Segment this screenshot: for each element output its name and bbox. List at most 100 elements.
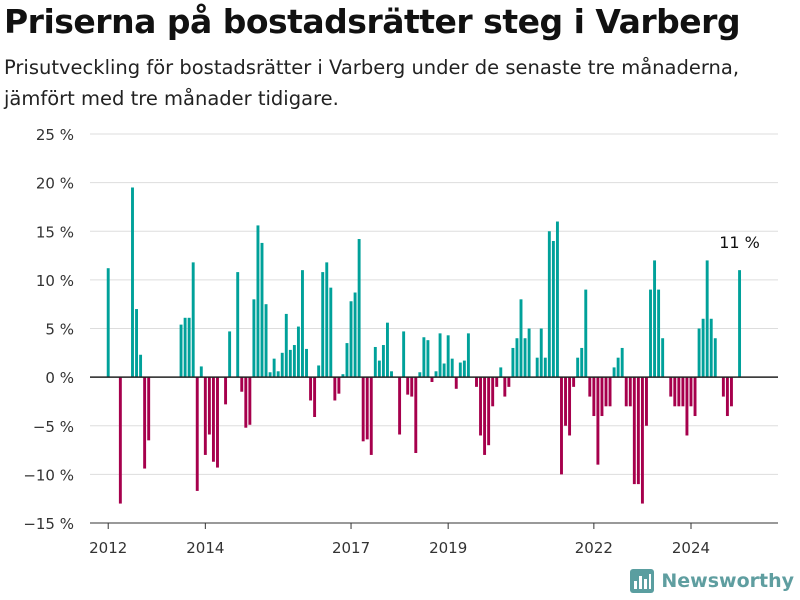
bar [390, 371, 393, 378]
y-axis-tick-labels: 25 % 20 % 15 % 10 % 5 % 0 % −5 % −10 % −15 % [23, 126, 74, 533]
bar [705, 260, 709, 378]
y-tick-label: 10 % [36, 272, 74, 290]
bar [701, 318, 705, 378]
bar [191, 262, 195, 378]
value-annotation: 11 % [719, 233, 760, 252]
bars [106, 187, 742, 504]
bar [268, 372, 272, 378]
bar [628, 377, 632, 407]
bar [495, 377, 499, 387]
bar [519, 299, 523, 378]
bar [649, 289, 652, 378]
annotations: 11 % [719, 233, 760, 252]
bar [381, 345, 385, 378]
axes [90, 376, 778, 524]
bar [317, 365, 321, 378]
bar [301, 270, 304, 378]
bar [179, 324, 183, 378]
bar [604, 377, 608, 407]
bar [709, 318, 713, 378]
bar [640, 377, 644, 504]
bar [661, 338, 665, 378]
bar [713, 338, 717, 378]
bar-chart-logo-icon [630, 569, 655, 593]
bar [491, 377, 495, 407]
bar [511, 347, 515, 378]
bar [321, 272, 325, 378]
chart-subtitle: Prisutveckling för bostadsrätter i Varbe… [4, 56, 740, 110]
bar [653, 260, 657, 378]
bar [721, 377, 725, 397]
bar [450, 358, 454, 378]
bar [645, 377, 648, 426]
bar [373, 346, 377, 378]
bar [612, 367, 616, 378]
bar [535, 357, 539, 378]
bar [195, 377, 199, 491]
bar [272, 358, 276, 378]
bar [183, 317, 187, 378]
bar [466, 333, 470, 378]
bar [118, 377, 122, 504]
bar [681, 377, 685, 407]
y-tick-label: −5 % [33, 418, 74, 436]
bar [418, 372, 422, 378]
bar [442, 363, 446, 378]
bar [309, 377, 313, 401]
bar [252, 299, 256, 378]
bar [523, 338, 527, 378]
x-tick-label: 2012 [89, 539, 127, 557]
bar [479, 377, 482, 436]
bar [499, 367, 503, 378]
bar [596, 377, 600, 465]
bar [487, 377, 491, 446]
bar [256, 225, 260, 378]
bar [580, 347, 584, 378]
bar [296, 326, 300, 378]
y-tick-label: 0 % [45, 369, 74, 387]
bar [426, 340, 430, 378]
bar [725, 377, 729, 417]
bar [337, 377, 341, 394]
bar [693, 377, 697, 417]
bar [402, 331, 406, 378]
bar [349, 301, 353, 378]
y-tick-label: 5 % [45, 321, 74, 339]
bar [313, 377, 317, 417]
bar [547, 231, 551, 378]
bar [551, 240, 555, 378]
bar [131, 187, 134, 378]
bar [697, 328, 701, 378]
bar [689, 377, 693, 407]
bar [507, 377, 511, 387]
bar [199, 366, 203, 378]
bar [600, 377, 604, 417]
bar [475, 377, 478, 387]
bar [543, 357, 547, 378]
bar [260, 242, 264, 378]
bar [135, 309, 138, 378]
bar [244, 377, 248, 428]
bar [240, 377, 244, 392]
bar [216, 377, 219, 468]
bar [398, 377, 402, 435]
bar [738, 270, 742, 378]
y-tick-label: 20 % [36, 175, 74, 193]
bar [353, 292, 357, 378]
bar [422, 337, 426, 378]
bar [228, 331, 232, 378]
bar [406, 377, 410, 395]
bar [264, 304, 268, 378]
bar [636, 377, 640, 485]
bar [211, 377, 215, 462]
bar [143, 377, 147, 469]
bar [576, 357, 580, 378]
bar [325, 262, 329, 378]
y-tick-label: −10 % [23, 466, 74, 484]
bar [365, 377, 369, 440]
chart-title: Priserna på bostadsrätter steg i Varberg [4, 2, 741, 41]
x-tick-label: 2019 [429, 539, 467, 557]
bar [284, 313, 288, 378]
bar [438, 333, 442, 378]
bar [458, 362, 462, 378]
